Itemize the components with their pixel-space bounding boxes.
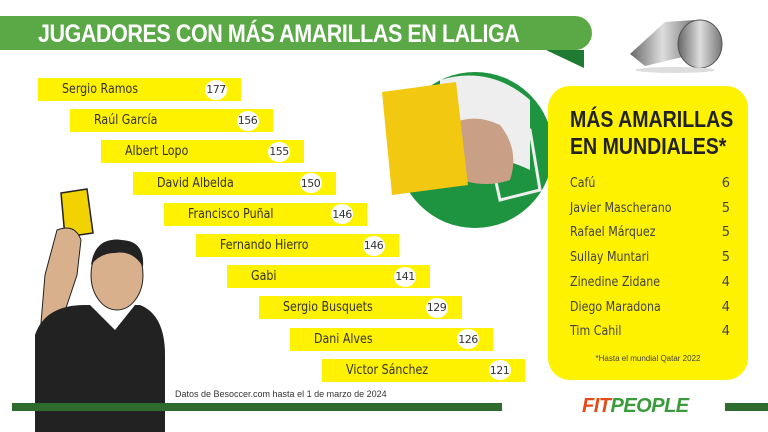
player-name: Victor Sánchez xyxy=(345,362,428,378)
player-bar: Sergio Ramos 177 xyxy=(38,78,241,101)
card-count: 4 xyxy=(721,274,730,290)
world-cup-row: Zinedine Zidane 4 xyxy=(570,275,730,290)
player-name: Tim Cahil xyxy=(570,324,622,340)
card-count: 141 xyxy=(394,266,416,287)
referee-illustration xyxy=(35,188,165,432)
panel-title-line2: EN MUNDIALES* xyxy=(570,133,727,159)
footer-line-left xyxy=(12,403,502,411)
world-cup-row: Diego Maradona 4 xyxy=(570,300,730,315)
card-count: 5 xyxy=(721,200,730,216)
card-count: 150 xyxy=(299,173,322,194)
footnote: *Hasta el mundial Qatar 2022 xyxy=(595,354,701,363)
panel-title-line1: MÁS AMARILLAS xyxy=(570,106,734,132)
player-name: Fernando Hierro xyxy=(219,238,309,253)
world-cup-row: Javier Mascherano 5 xyxy=(570,201,730,216)
player-name: Javier Mascherano xyxy=(570,200,672,216)
player-name: Sergio Ramos xyxy=(62,82,139,97)
player-name: Sullay Muntari xyxy=(570,250,650,266)
card-count: 177 xyxy=(205,79,227,100)
player-bar: David Albelda 150 xyxy=(132,171,336,195)
player-name: Raúl García xyxy=(93,113,157,129)
player-bar: Albert Lopo 155 xyxy=(101,140,304,164)
player-name: Dani Alves xyxy=(314,331,373,347)
player-bar: Gabi 141 xyxy=(227,265,430,289)
page-title: JUGADORES CON MÁS AMARILLAS EN LALIGA xyxy=(38,20,520,48)
player-bar: Victor Sánchez 121 xyxy=(321,358,525,382)
player-name: Diego Maradona xyxy=(570,299,661,315)
player-name: Albert Lopo xyxy=(125,144,189,160)
world-cup-row: Cafú 6 xyxy=(570,176,730,191)
title-banner xyxy=(0,16,592,50)
card-count: 4 xyxy=(721,299,730,315)
banner-fold xyxy=(546,50,584,68)
footer-line-right xyxy=(725,403,768,411)
player-name: David Albelda xyxy=(156,175,234,191)
card-count: 121 xyxy=(488,360,511,381)
card-count: 146 xyxy=(331,204,353,225)
world-cup-row: Tim Cahil 4 xyxy=(570,324,730,339)
card-count: 146 xyxy=(362,235,385,256)
player-name: Rafael Márquez xyxy=(570,225,656,241)
world-cup-row: Sullay Muntari 5 xyxy=(570,250,730,265)
player-bar: Raúl García 156 xyxy=(69,109,273,133)
player-name: Zinedine Zidane xyxy=(570,274,661,290)
card-count: 4 xyxy=(721,324,730,340)
player-bar: Francisco Puñal 146 xyxy=(164,202,367,226)
data-source: Datos de Besoccer.com hasta el 1 de marz… xyxy=(175,389,387,399)
fitpeople-logo: FITPEOPLE xyxy=(582,395,689,417)
world-cup-panel: MÁS AMARILLAS EN MUNDIALES* Cafú 6 Javier … xyxy=(548,86,748,380)
card-count: 155 xyxy=(268,141,290,162)
player-bar: Sergio Busquets 129 xyxy=(258,296,462,320)
card-count: 156 xyxy=(236,110,259,131)
card-count: 126 xyxy=(457,329,479,350)
player-bar: Fernando Hierro 146 xyxy=(195,234,399,257)
world-cup-row: Rafael Márquez 5 xyxy=(570,225,730,240)
player-name: Gabi xyxy=(251,269,277,285)
panel-title: MÁS AMARILLAS EN MUNDIALES* xyxy=(570,106,733,160)
card-count: 5 xyxy=(721,225,730,241)
whistle-icon xyxy=(630,19,723,73)
player-name: Francisco Puñal xyxy=(188,206,274,222)
player-name: Sergio Busquets xyxy=(282,300,373,316)
player-name: Cafú xyxy=(570,176,596,191)
card-count: 129 xyxy=(425,297,448,318)
card-hand-illustration xyxy=(382,72,553,228)
card-count: 6 xyxy=(721,176,730,191)
player-bar: Dani Alves 126 xyxy=(290,327,493,351)
card-count: 5 xyxy=(721,250,730,266)
